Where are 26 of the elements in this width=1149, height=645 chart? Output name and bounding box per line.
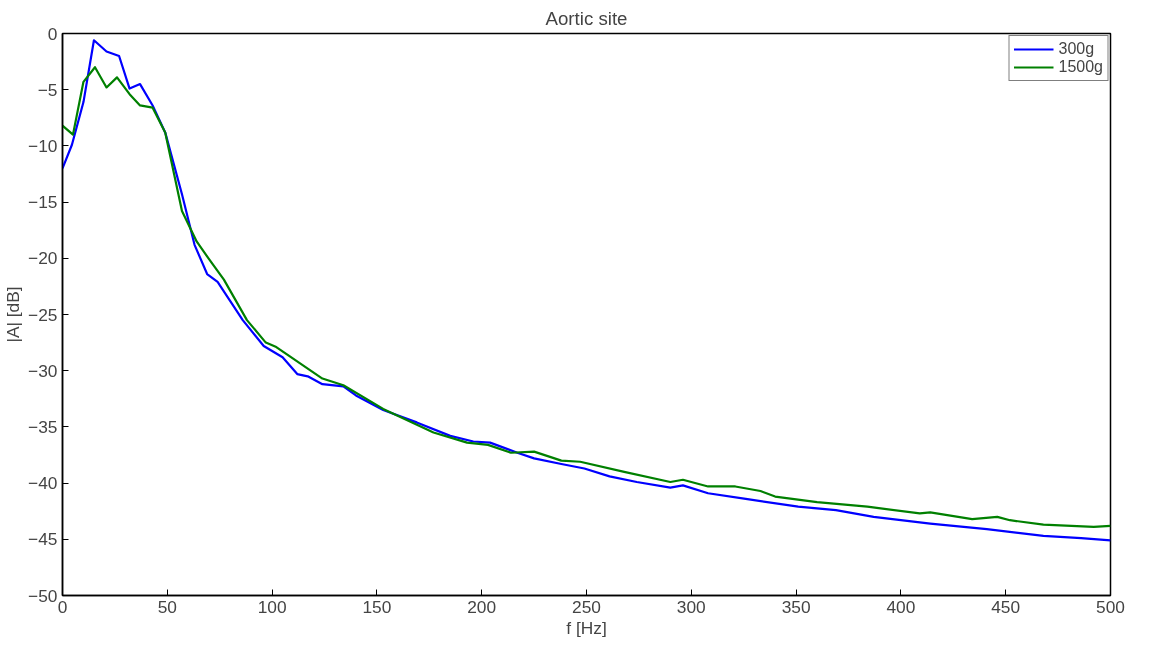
x-tick-label: 200 [467, 596, 497, 617]
y-tick-label: −5 [37, 79, 58, 100]
chart-title: Aortic site [545, 7, 628, 29]
x-tick-label: 100 [257, 596, 287, 617]
x-tick-label: 500 [1096, 596, 1125, 617]
y-tick-label: −35 [28, 416, 58, 437]
y-tick-label: −30 [28, 360, 58, 381]
y-tick-label: −10 [28, 135, 58, 156]
y-axis-title: |A| [dB] [3, 286, 24, 343]
x-tick-label: 450 [991, 596, 1021, 617]
y-tick-label: −45 [28, 529, 58, 550]
x-tick-label: 400 [886, 596, 916, 617]
x-tick-label: 350 [781, 596, 811, 617]
x-tick-label: 300 [676, 596, 706, 617]
y-tick-label: −40 [28, 473, 58, 494]
y-tick-label: −50 [28, 585, 58, 606]
x-tick-label: 150 [362, 596, 392, 617]
x-axis-title: f [Hz] [566, 617, 607, 638]
y-tick-label: −20 [28, 248, 58, 269]
legend-label: 300g [1058, 40, 1095, 58]
y-tick-label: 0 [47, 23, 58, 44]
x-tick-label: 250 [572, 596, 601, 617]
y-tick-label: −15 [28, 192, 58, 213]
y-tick-label: −25 [28, 304, 58, 325]
legend-label: 1500g [1058, 58, 1103, 76]
x-tick-label: 50 [157, 596, 177, 617]
